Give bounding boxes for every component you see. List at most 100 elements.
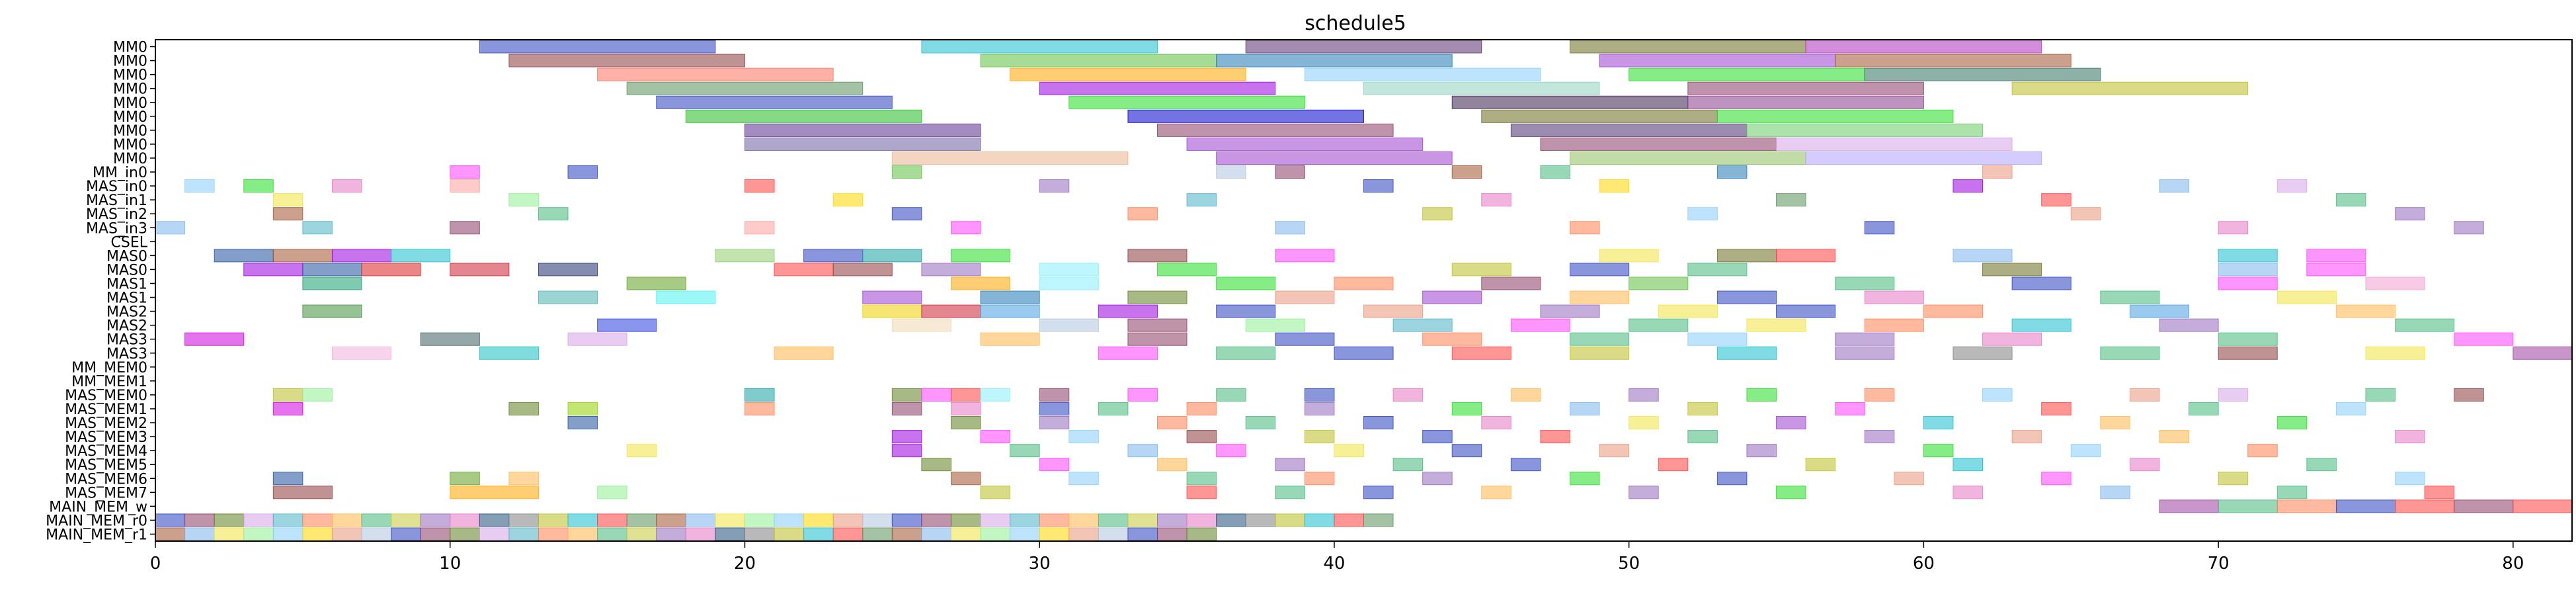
gantt-bar	[2159, 318, 2219, 332]
gantt-bar	[1245, 416, 1276, 430]
gantt-bar	[1245, 318, 1305, 332]
gantt-bar	[2011, 277, 2072, 290]
gantt-bar	[1687, 430, 1718, 444]
gantt-bar	[155, 513, 186, 527]
gantt-bar	[1481, 277, 1541, 290]
y-tick-label: MAS_MEM2	[65, 415, 147, 432]
gantt-bar	[272, 486, 333, 499]
gantt-bar	[980, 290, 1040, 304]
gantt-bar	[1216, 54, 1453, 67]
gantt-bar	[891, 151, 1129, 165]
gantt-bar	[1304, 472, 1335, 486]
gantt-bar	[891, 513, 922, 527]
gantt-bar	[508, 513, 539, 527]
gantt-bar	[2454, 221, 2484, 235]
gantt-bar	[626, 513, 657, 527]
gantt-bar	[155, 527, 186, 541]
gantt-bar	[1422, 290, 1482, 304]
gantt-bar	[862, 290, 922, 304]
gantt-bar	[2218, 346, 2278, 360]
gantt-bar	[1010, 527, 1040, 541]
gantt-bar	[803, 249, 864, 263]
gantt-bar	[1746, 123, 1984, 137]
gantt-bar	[1304, 402, 1335, 416]
gantt-bar	[1570, 290, 1630, 304]
gantt-bar	[2218, 499, 2278, 513]
gantt-bar	[361, 513, 392, 527]
gantt-bar	[921, 263, 981, 277]
gantt-bar	[2306, 458, 2337, 472]
y-tick-label: MAS_MEM5	[65, 457, 147, 474]
gantt-bar	[1599, 249, 1659, 263]
gantt-bar	[891, 444, 922, 458]
gantt-bar	[214, 527, 245, 541]
gantt-bar	[2306, 263, 2366, 277]
gantt-bar	[950, 388, 981, 402]
y-tick-label: CSEL	[111, 234, 148, 251]
gantt-bar	[2100, 346, 2160, 360]
gantt-bar	[1599, 444, 1630, 458]
gantt-bar	[1687, 81, 1924, 95]
gantt-bar	[1363, 486, 1394, 499]
gantt-bar	[1245, 513, 1276, 527]
gantt-bar	[1716, 472, 1748, 486]
x-tick-label: 40	[1323, 554, 1345, 574]
gantt-bar	[1835, 277, 1895, 290]
gantt-bar	[1422, 430, 1453, 444]
y-tick-label: MAS_MEM6	[65, 471, 147, 488]
gantt-bar	[2276, 416, 2308, 430]
gantt-bar	[656, 95, 893, 109]
gantt-bar	[184, 179, 215, 193]
gantt-bar	[2395, 207, 2425, 221]
gantt-bar	[685, 513, 716, 527]
gantt-bar	[921, 513, 951, 527]
gantt-bar	[891, 165, 922, 179]
gantt-bar	[1629, 388, 1659, 402]
gantt-bar	[1864, 67, 2101, 81]
gantt-bar	[1039, 527, 1070, 541]
gantt-bar	[1392, 458, 1424, 472]
gantt-bar	[420, 513, 451, 527]
gantt-bar	[391, 513, 421, 527]
gantt-bar	[508, 54, 745, 67]
gantt-bar	[243, 263, 303, 277]
gantt-bar	[1068, 513, 1099, 527]
gantt-bar	[1039, 402, 1070, 416]
gantt-bar	[184, 513, 215, 527]
gantt-bar	[1216, 165, 1246, 179]
y-tick-label: MAIN_MEM_r1	[46, 527, 147, 543]
gantt-bar	[1658, 458, 1689, 472]
gantt-bar	[2159, 179, 2190, 193]
gantt-bar	[1127, 332, 1187, 346]
gantt-bar	[1156, 458, 1187, 472]
gantt-bar	[1510, 123, 1748, 137]
gantt-bar	[302, 527, 333, 541]
gantt-bar	[1127, 318, 1187, 332]
gantt-bar	[1304, 67, 1541, 81]
x-tick-label: 50	[1618, 554, 1640, 574]
gantt-bar	[1451, 444, 1482, 458]
gantt-bar	[774, 346, 834, 360]
gantt-bar	[744, 137, 981, 151]
gantt-bar	[2335, 193, 2366, 207]
gantt-bar	[450, 165, 480, 179]
gantt-bar	[1363, 81, 1600, 95]
gantt-bar	[420, 527, 451, 541]
gantt-bar	[832, 527, 864, 541]
y-tick-label: MM0	[113, 109, 147, 126]
gantt-bar	[1570, 263, 1630, 277]
gantt-bar	[1481, 193, 1511, 207]
gantt-bar	[2218, 332, 2278, 346]
gantt-bar	[1629, 416, 1659, 430]
gantt-bar	[1776, 137, 2013, 151]
gantt-bar	[1156, 263, 1217, 277]
gantt-bar	[2365, 277, 2425, 290]
gantt-bar	[626, 81, 864, 95]
gantt-bar	[1039, 388, 1070, 402]
gantt-bar	[1982, 263, 2042, 277]
gantt-bar	[1334, 277, 1394, 290]
gantt-bar	[1275, 486, 1305, 499]
gantt-bar	[2513, 346, 2573, 360]
gantt-bar	[1127, 444, 1158, 458]
gantt-bar	[1363, 179, 1394, 193]
